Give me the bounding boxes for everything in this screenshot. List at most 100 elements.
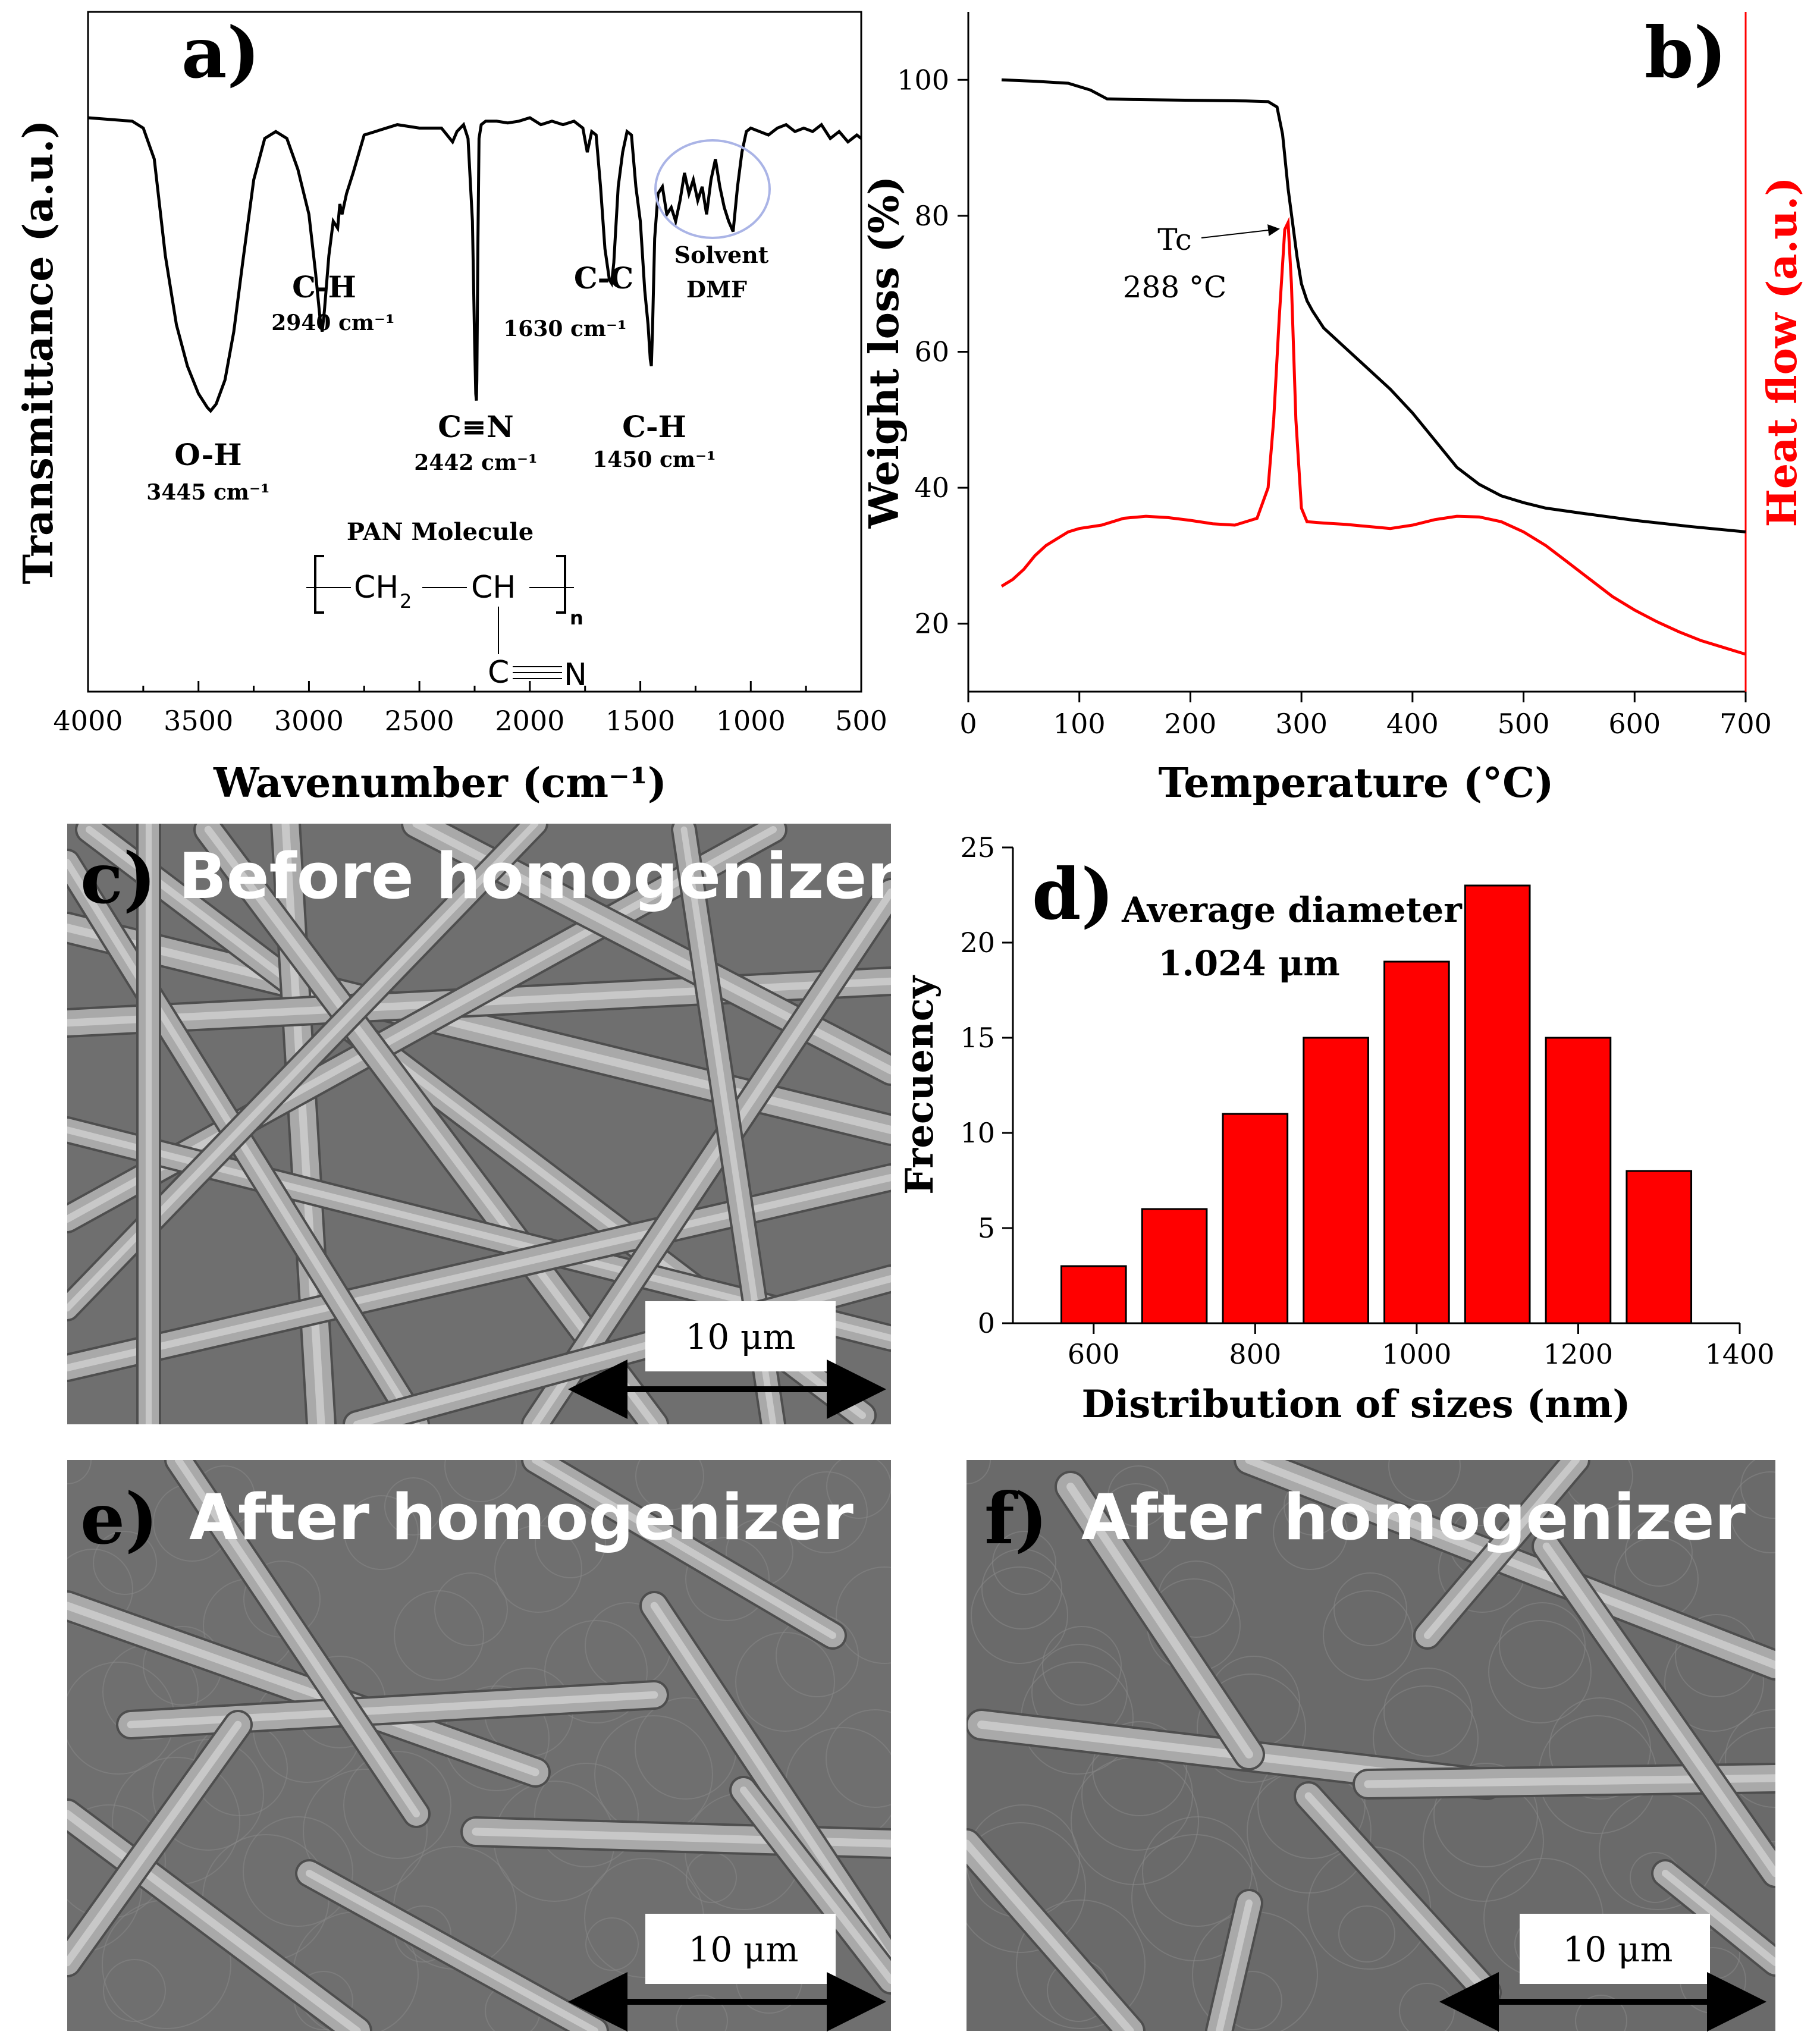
annot-average-value: 1.024 μm [1158, 943, 1340, 984]
panel-d-ytick-label: 10 [960, 1117, 995, 1149]
sem-web-cell [967, 1822, 1086, 1953]
sem-web-cell [1625, 1519, 1693, 1587]
histogram-bar [1545, 1037, 1612, 1324]
sem-web-cell [343, 1751, 451, 1859]
panel-d-ytick-label: 15 [960, 1022, 995, 1054]
histogram-bar [1464, 884, 1531, 1324]
panel-f-sem-after: f) After homogenizer 10 μm [967, 1460, 1775, 2032]
annot-cn: C≡N [438, 409, 513, 444]
panel-b-ticks: 0 100 200 300 400 500 600 700 20 40 60 80 100 [897, 64, 1772, 740]
panel-b-xtick-label: 100 [1053, 708, 1106, 740]
sem-web-cell [535, 1507, 606, 1578]
panel-b-xtick-label: 600 [1608, 708, 1661, 740]
panel-a-xlabel: Wavenumber (cm⁻¹) [213, 759, 667, 807]
sem-web-cell [434, 1572, 508, 1646]
sem-web-cell [243, 1816, 353, 1927]
panel-f-fibers [967, 1460, 1775, 2031]
sem-fiber-highlight [67, 1602, 539, 1776]
panel-e-fibers [67, 1460, 891, 2031]
pan-c: C [488, 655, 509, 690]
panel-d-xtick-label: 1400 [1705, 1338, 1774, 1370]
annot-average: Average diameter [1121, 890, 1463, 930]
sem-web-cell [344, 1495, 419, 1570]
panel-a-xtick-label: 1500 [605, 705, 675, 737]
panel-b-ytick-label: 60 [914, 336, 949, 368]
panel-c-caption: Before homogenizer [178, 840, 898, 913]
annot-oh: O-H [174, 437, 241, 472]
sem-web-cell [1338, 1905, 1395, 1963]
sem-web-cell [992, 1531, 1056, 1595]
sem-web-cell [93, 1531, 157, 1595]
pan-n-atom: N [564, 657, 587, 693]
panel-d-xtick-label: 600 [1068, 1338, 1120, 1370]
panel-a-x-ticks: 4000 3500 3000 2500 2000 1500 1000 500 [53, 681, 887, 737]
sem-web-cell [394, 1590, 484, 1681]
panel-d-bars [1060, 884, 1693, 1324]
panel-a-xtick-label: 2000 [495, 705, 564, 737]
panel-b-ytick-label: 100 [897, 64, 949, 96]
histogram-bar [1626, 1170, 1693, 1324]
panel-d-xtick-label: 1000 [1382, 1338, 1451, 1370]
annot-tc-arrow [1201, 224, 1280, 238]
panel-a-xtick-label: 500 [835, 705, 887, 737]
sem-web-cell [981, 1549, 1062, 1629]
sem-fiber-highlight [1066, 1483, 1253, 1759]
panel-a-letter: a) [181, 11, 260, 94]
histogram-bar [1383, 960, 1450, 1324]
panel-a-xtick-label: 3500 [164, 705, 233, 737]
sem-web-cell [826, 1460, 891, 1519]
sem-web-cell [1383, 1668, 1473, 1757]
panel-a-ftir: 4000 3500 3000 2500 2000 1500 1000 500 a) O-H 3… [15, 11, 887, 807]
panel-e-scale-label: 10 μm [689, 1929, 799, 1970]
annot-cn-wn: 2442 cm⁻¹ [414, 450, 538, 475]
panel-b-xtick-label: 0 [959, 708, 977, 740]
histogram-bar [1222, 1113, 1289, 1324]
sem-fiber-highlight [1424, 1460, 1580, 1639]
panel-b-xtick-label: 700 [1719, 708, 1772, 740]
panel-b-xtick-label: 300 [1275, 708, 1328, 740]
sem-fiber-highlight [67, 1720, 242, 1967]
pan-sub2: 2 [400, 590, 412, 613]
annot-dmf: DMF [686, 276, 747, 303]
sem-web-cell [444, 1460, 517, 1502]
annot-tc-value: 288 °C [1123, 270, 1227, 304]
annot-tc: Tc [1157, 222, 1191, 257]
sem-web-cell [826, 1709, 891, 1808]
sem-web-cell [1499, 1602, 1586, 1689]
panel-d-ytick-label: 25 [960, 831, 995, 864]
pan-molecule-title: PAN Molecule [347, 518, 534, 546]
annot-ch1-wn: 2940 cm⁻¹ [271, 310, 395, 335]
sem-fiber-highlight [127, 1691, 658, 1729]
sem-fiber-highlight [1216, 1899, 1253, 2031]
sem-web-cell [836, 1566, 891, 1664]
panel-b-weight-line [1001, 78, 1746, 533]
annot-solvent: Solvent [674, 241, 769, 268]
panel-f-caption: After homogenizer [1081, 1481, 1746, 1554]
annot-oh-wn: 3445 cm⁻¹ [146, 480, 270, 505]
sem-web-cell [735, 1632, 835, 1732]
sem-web-cell [1388, 1460, 1461, 1502]
sem-fiber-highlight [175, 1460, 420, 1817]
panel-d-ticks: 600 800 1000 1200 1400 0 5 10 15 20 25 [960, 831, 1774, 1370]
annot-cc: C-C [574, 260, 633, 296]
sem-web-cell [534, 1763, 639, 1867]
panel-a-xtick-label: 3000 [274, 705, 344, 737]
pan-n: n [570, 607, 583, 629]
sem-fiber-highlight [1542, 1542, 1775, 1877]
panel-b-heat-line [1000, 216, 1746, 656]
histogram-bar [1141, 1208, 1208, 1324]
panel-b-ylabel-right: Heat flow (a.u.) [1759, 177, 1806, 528]
sem-web-cell [384, 1477, 443, 1536]
panel-a-ftir-line [87, 116, 862, 413]
sem-web-cell [103, 1959, 166, 2022]
sem-web-cell [971, 1566, 1068, 1664]
panel-b-ytick-label: 20 [914, 608, 949, 640]
panel-b-xtick-label: 200 [1165, 708, 1217, 740]
sem-web-cell [1016, 1899, 1146, 2029]
panel-b-xtick-label: 400 [1386, 708, 1439, 740]
annot-ch2: C-H [622, 409, 686, 444]
panel-d-ytick-label: 0 [978, 1307, 995, 1339]
panel-e-sem-after: e) After homogenizer 10 μm [67, 1460, 891, 2032]
panel-a-xtick-label: 1000 [716, 705, 786, 737]
histogram-bar [1060, 1265, 1127, 1324]
